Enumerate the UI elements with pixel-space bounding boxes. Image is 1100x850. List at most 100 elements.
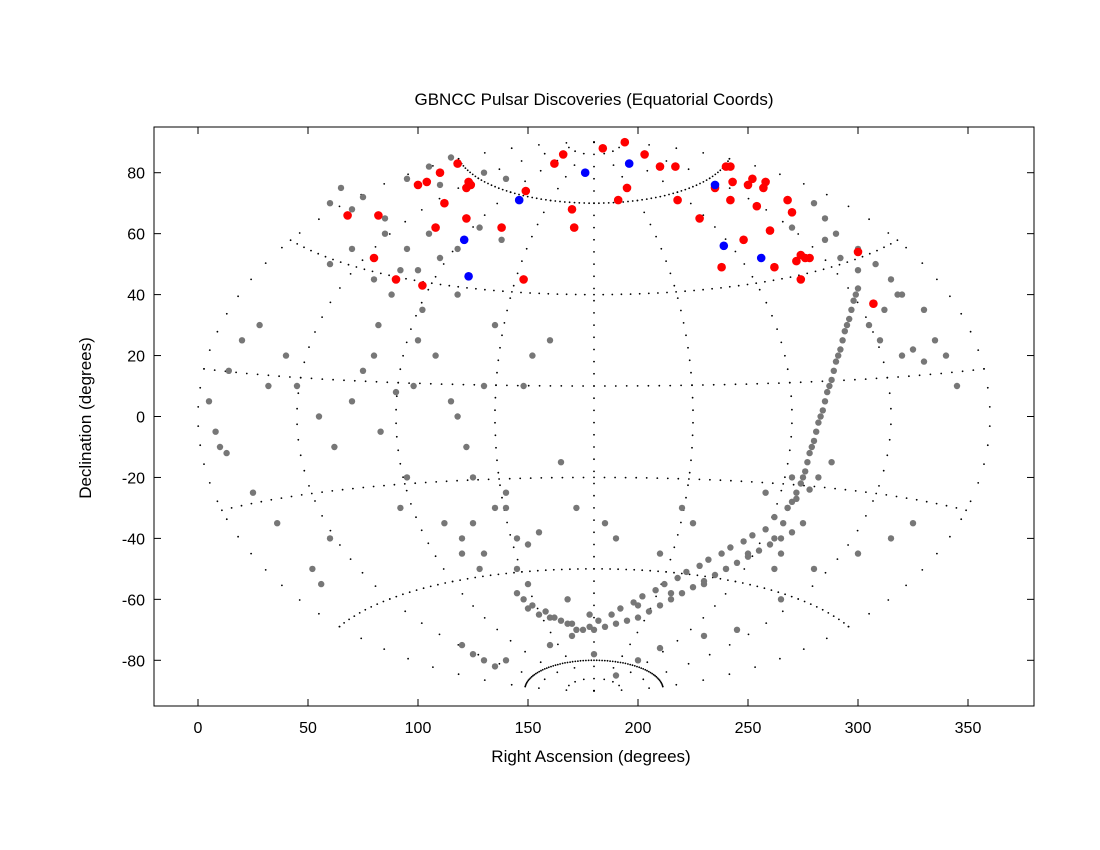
data-point bbox=[762, 526, 769, 533]
data-point bbox=[806, 486, 813, 493]
graticule-dot bbox=[897, 376, 899, 378]
graticule-dot bbox=[669, 558, 672, 561]
data-point bbox=[881, 306, 888, 313]
data-point bbox=[520, 596, 527, 603]
graticule-dot bbox=[556, 663, 559, 666]
graticule-dot bbox=[815, 606, 818, 608]
data-point bbox=[326, 535, 334, 542]
data-point bbox=[435, 168, 445, 177]
graticule-dot bbox=[761, 481, 764, 484]
graticule-dot bbox=[824, 571, 827, 574]
graticule-dot bbox=[199, 386, 202, 389]
graticule-dot bbox=[690, 459, 692, 462]
graticule-dot bbox=[560, 568, 563, 571]
data-point bbox=[700, 632, 708, 640]
graticule-dot bbox=[383, 648, 386, 650]
data-point bbox=[403, 474, 411, 481]
data-point bbox=[238, 337, 246, 344]
graticule-dot bbox=[511, 291, 513, 293]
graticule-dot bbox=[497, 471, 500, 474]
graticule-dot bbox=[636, 665, 638, 668]
data-point bbox=[454, 291, 461, 298]
graticule-dot bbox=[784, 593, 786, 596]
graticule-dot bbox=[509, 297, 512, 299]
data-point bbox=[569, 223, 579, 232]
graticule-dot bbox=[564, 655, 567, 658]
graticule-dot bbox=[843, 622, 845, 624]
graticule-dot bbox=[856, 529, 859, 532]
data-point bbox=[440, 198, 449, 208]
graticule-dot bbox=[593, 409, 595, 412]
data-point bbox=[726, 195, 735, 205]
y-tick-label: -20 bbox=[122, 470, 145, 487]
graticule-dot bbox=[593, 433, 595, 436]
graticule-dot bbox=[310, 377, 313, 380]
data-point bbox=[854, 550, 862, 557]
x-tick-label: 0 bbox=[194, 720, 203, 737]
data-point bbox=[784, 504, 791, 512]
graticule-dot bbox=[499, 484, 501, 487]
data-point bbox=[771, 535, 778, 542]
graticule-dot bbox=[407, 173, 409, 176]
graticule-dot bbox=[358, 612, 361, 614]
graticule-dot bbox=[823, 486, 826, 489]
data-point bbox=[762, 489, 769, 496]
graticule-dot bbox=[415, 589, 418, 591]
graticule-dot bbox=[542, 211, 545, 214]
graticule-dot bbox=[395, 595, 398, 598]
graticule-dot bbox=[582, 476, 585, 479]
graticule-dot bbox=[691, 434, 694, 437]
data-point bbox=[370, 276, 378, 283]
graticule-dot bbox=[264, 569, 267, 571]
graticule-dot bbox=[432, 165, 434, 167]
graticule-dot bbox=[457, 285, 460, 288]
graticule-dot bbox=[955, 507, 958, 509]
y-tick-label: -60 bbox=[122, 592, 145, 609]
data-point bbox=[830, 367, 837, 374]
graticule-dot bbox=[791, 422, 793, 425]
graticule-dot bbox=[882, 361, 885, 364]
data-point bbox=[326, 260, 334, 268]
graticule-dot bbox=[593, 641, 595, 643]
graticule-dot bbox=[641, 198, 643, 201]
graticule-dot bbox=[672, 192, 675, 195]
graticule-dot bbox=[593, 592, 595, 595]
graticule-dot bbox=[225, 312, 228, 315]
y-tick-label: -40 bbox=[122, 531, 145, 548]
data-point bbox=[529, 602, 536, 609]
graticule-dot bbox=[649, 671, 652, 674]
graticule-dot bbox=[314, 500, 316, 502]
data-point bbox=[612, 535, 620, 542]
graticule-dot bbox=[886, 454, 889, 457]
data-point bbox=[293, 382, 301, 390]
data-point bbox=[348, 206, 356, 213]
graticule-dot bbox=[969, 500, 972, 503]
data-point bbox=[733, 626, 741, 633]
y-tick-label: -80 bbox=[122, 653, 145, 670]
graticule-dot bbox=[680, 309, 682, 312]
graticule-dot bbox=[593, 202, 595, 205]
graticule-dot bbox=[784, 476, 786, 479]
graticule-dot bbox=[746, 283, 749, 286]
data-point bbox=[613, 195, 623, 205]
data-point bbox=[557, 617, 565, 624]
graticule-dot bbox=[651, 672, 653, 675]
graticule-dot bbox=[529, 477, 532, 479]
graticule-dot bbox=[561, 476, 564, 479]
graticule-dot bbox=[501, 496, 503, 499]
data-point bbox=[761, 177, 770, 187]
data-point bbox=[403, 175, 411, 182]
graticule-dot bbox=[448, 284, 451, 287]
graticule-dot bbox=[612, 667, 615, 669]
graticule-dot bbox=[379, 272, 382, 275]
data-point bbox=[854, 285, 862, 292]
data-point bbox=[315, 413, 323, 420]
graticule-dot bbox=[593, 275, 595, 278]
graticule-dot bbox=[702, 288, 704, 291]
graticule-dot bbox=[756, 585, 759, 588]
data-point bbox=[413, 180, 423, 190]
graticule-dot bbox=[556, 671, 559, 674]
graticule-dot bbox=[503, 322, 506, 324]
graticule-dot bbox=[680, 384, 682, 387]
graticule-dot bbox=[250, 278, 253, 281]
